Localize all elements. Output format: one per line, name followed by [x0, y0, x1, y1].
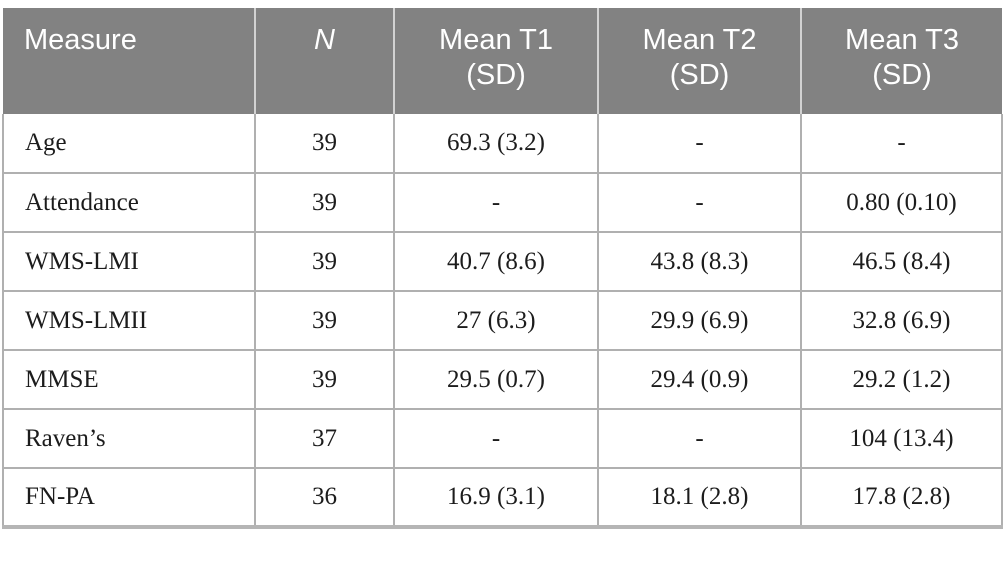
table-row-age: Age 39 69.3 (3.2) - - — [2, 114, 1003, 174]
table-row-wms-lmii: WMS-LMII 39 27 (6.3) 29.9 (6.9) 32.8 (6.… — [2, 290, 1003, 351]
cell-n: 39 — [254, 114, 395, 174]
column-header-mean-t3: Mean T3 (SD) — [801, 8, 1002, 114]
cell-mean-t2: 29.9 (6.9) — [597, 290, 802, 351]
cell-measure: Age — [2, 114, 256, 174]
table-body: Age 39 69.3 (3.2) - - Attendance 39 - - … — [2, 114, 1003, 529]
cell-mean-t2: - — [597, 172, 802, 233]
cell-mean-t3: 104 (13.4) — [800, 408, 1003, 469]
cell-mean-t3: 46.5 (8.4) — [800, 231, 1003, 292]
column-header-label: N — [314, 24, 335, 56]
column-header-label: Mean T2 — [642, 24, 757, 56]
cell-mean-t2: - — [597, 408, 802, 469]
column-header-sublabel: (SD) — [669, 58, 730, 91]
stats-table: Measure N Mean T1 (SD) Mean T2 (SD) Mean… — [2, 8, 1003, 529]
cell-mean-t1: 16.9 (3.1) — [393, 467, 599, 529]
column-header-measure: Measure — [3, 8, 256, 114]
table-row-attendance: Attendance 39 - - 0.80 (0.10) — [2, 172, 1003, 233]
column-header-n: N — [255, 8, 395, 114]
cell-n: 39 — [254, 231, 395, 292]
cell-mean-t1: - — [393, 172, 599, 233]
cell-measure: FN-PA — [2, 467, 256, 529]
cell-measure: WMS-LMII — [2, 290, 256, 351]
cell-mean-t2: 29.4 (0.9) — [597, 349, 802, 410]
table-row-ravens: Raven’s 37 - - 104 (13.4) — [2, 408, 1003, 469]
column-header-mean-t1: Mean T1 (SD) — [394, 8, 599, 114]
cell-mean-t2: 43.8 (8.3) — [597, 231, 802, 292]
cell-mean-t1: 29.5 (0.7) — [393, 349, 599, 410]
cell-measure: Raven’s — [2, 408, 256, 469]
table-header: Measure N Mean T1 (SD) Mean T2 (SD) Mean… — [3, 8, 1002, 114]
cell-mean-t3: 17.8 (2.8) — [800, 467, 1003, 529]
column-header-label: Measure — [24, 24, 137, 56]
cell-mean-t1: 69.3 (3.2) — [393, 114, 599, 174]
cell-measure: MMSE — [2, 349, 256, 410]
table-row-fn-pa: FN-PA 36 16.9 (3.1) 18.1 (2.8) 17.8 (2.8… — [2, 467, 1003, 529]
table-row-wms-lmi: WMS-LMI 39 40.7 (8.6) 43.8 (8.3) 46.5 (8… — [2, 231, 1003, 292]
cell-mean-t2: 18.1 (2.8) — [597, 467, 802, 529]
cell-n: 39 — [254, 172, 395, 233]
cell-n: 37 — [254, 408, 395, 469]
cell-measure: WMS-LMI — [2, 231, 256, 292]
cell-mean-t1: 40.7 (8.6) — [393, 231, 599, 292]
column-header-sublabel: (SD) — [872, 58, 932, 91]
cell-mean-t2: - — [597, 114, 802, 174]
cell-mean-t3: 32.8 (6.9) — [800, 290, 1003, 351]
column-header-label: Mean T1 — [439, 24, 553, 56]
cell-mean-t3: 29.2 (1.2) — [800, 349, 1003, 410]
cell-mean-t3: - — [800, 114, 1003, 174]
header-row: Measure N Mean T1 (SD) Mean T2 (SD) Mean… — [3, 8, 1002, 114]
cell-mean-t1: 27 (6.3) — [393, 290, 599, 351]
cell-measure: Attendance — [2, 172, 256, 233]
cell-n: 39 — [254, 349, 395, 410]
cell-mean-t3: 0.80 (0.10) — [800, 172, 1003, 233]
table-row-mmse: MMSE 39 29.5 (0.7) 29.4 (0.9) 29.2 (1.2) — [2, 349, 1003, 410]
column-header-mean-t2: Mean T2 (SD) — [598, 8, 802, 114]
column-header-label: Mean T3 — [845, 24, 959, 56]
cell-n: 36 — [254, 467, 395, 529]
cell-n: 39 — [254, 290, 395, 351]
column-header-sublabel: (SD) — [466, 58, 526, 91]
cell-mean-t1: - — [393, 408, 599, 469]
